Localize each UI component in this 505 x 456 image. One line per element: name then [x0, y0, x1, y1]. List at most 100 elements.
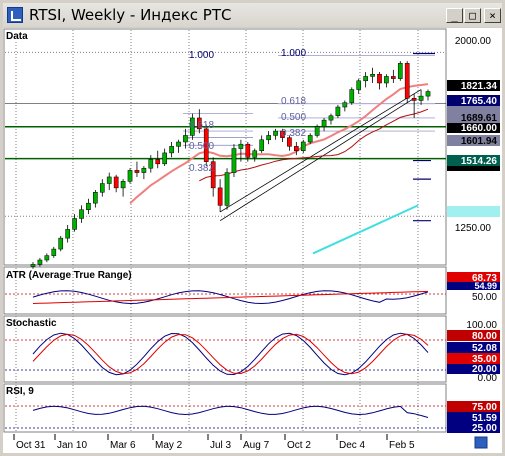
ma-cyan: [312, 204, 419, 255]
price-tick-1250: 1250.00: [455, 223, 492, 234]
minimize-button[interactable]: _: [446, 8, 463, 23]
candle-45: [342, 100, 348, 112]
candle-30: [238, 139, 244, 162]
candle-body-18: [155, 159, 161, 165]
badge-1514-text: 1514.26: [461, 156, 498, 167]
candle-body-0: [30, 264, 36, 267]
candle-31: [245, 141, 251, 162]
fib-left-618: 0.618: [189, 120, 214, 131]
candle-body-32: [252, 150, 258, 158]
candle-22: [183, 128, 188, 149]
candle-body-38: [294, 146, 299, 151]
candle-body-44: [335, 106, 341, 117]
candle-body-14: [127, 170, 133, 182]
rsi-pane-label: RSI, 9: [6, 386, 34, 397]
candle-body-6: [72, 218, 77, 230]
candle-14: [127, 168, 133, 184]
stoch-tick-100: 100.00: [466, 320, 497, 331]
candle-11: [106, 172, 112, 191]
maximize-button[interactable]: □: [464, 8, 481, 23]
x-label-5: Aug 7: [243, 440, 270, 451]
candle-body-26: [210, 161, 216, 189]
fib-right-500: 0.500: [281, 112, 306, 123]
chart-area[interactable]: Oct 31 Jan 10 Mar 6 May 2 Jul 3 Aug 7 Oct 2 Dec…: [3, 28, 502, 453]
candle-body-51: [384, 76, 389, 84]
candle-2: [44, 253, 50, 263]
rsi-line: [32, 405, 429, 418]
candle-10: [99, 179, 105, 197]
candles: [30, 61, 431, 269]
badge-1601: [447, 135, 500, 146]
candle-body-4: [58, 237, 64, 250]
candle-24: [196, 109, 202, 134]
candle-body-25: [203, 128, 209, 162]
candle-body-47: [356, 80, 362, 90]
candle-body-16: [141, 167, 147, 173]
x-label-7: Dec 4: [339, 440, 366, 451]
candle-body-33: [259, 139, 265, 151]
candle-23: [190, 113, 195, 140]
stoch-badge-52-text: 52.08: [472, 343, 497, 354]
rsi-badge-75-text: 75.00: [472, 402, 497, 413]
x-label-8: Feb 5: [389, 440, 415, 451]
candle-18: [155, 150, 161, 169]
stoch-badge-20-text: 20.00: [472, 364, 497, 375]
close-button[interactable]: ×: [484, 8, 501, 23]
candle-body-50: [377, 73, 382, 84]
candle-50: [377, 72, 382, 90]
time-axis: Oct 31 Jan 10 Mar 6 May 2 Jul 3 Aug 7 Oct 2 Dec…: [13, 434, 415, 451]
candle-32: [252, 148, 258, 162]
rsi-badge-51: [447, 412, 500, 423]
fib-right-100: 1.000: [281, 48, 306, 59]
ma-darkred: [199, 108, 429, 182]
candle-body-3: [51, 248, 57, 256]
candle-36: [280, 128, 285, 142]
candle-body-29: [231, 148, 237, 173]
trendline-upper: [219, 89, 422, 213]
price-pane[interactable]: [3, 28, 447, 266]
candle-body-56: [418, 95, 424, 101]
stoch-pane[interactable]: [3, 315, 447, 383]
atr-pane-label: ATR (Average True Range): [6, 270, 132, 281]
candle-body-31: [245, 143, 251, 158]
candle-21: [176, 139, 181, 153]
atr-badge-blue-text: 54.99: [474, 281, 497, 291]
price-tick-2000: 2000.00: [455, 36, 492, 47]
candle-body-42: [321, 119, 327, 127]
x-label-6: Oct 2: [287, 440, 311, 451]
candle-40: [307, 133, 313, 145]
candle-17: [148, 155, 154, 173]
x-label-1: Jan 10: [57, 440, 87, 451]
badge-1660: [447, 123, 500, 133]
stoch-d: [32, 333, 429, 375]
candle-46: [349, 87, 355, 105]
candle-5: [65, 225, 70, 243]
candle-body-43: [328, 115, 334, 121]
chart-settings-icon[interactable]: [474, 436, 488, 449]
candle-29: [231, 144, 237, 177]
rsi-pane[interactable]: [3, 383, 447, 433]
badge-hidden-1: [447, 106, 500, 112]
title-bar[interactable]: RTSI, Weekly - Индекс РТС _ □ ×: [3, 3, 502, 27]
data-label-bg: [5, 30, 31, 41]
atr-tick-50: 50.00: [472, 292, 497, 303]
candle-body-52: [391, 76, 396, 79]
candle-57: [425, 89, 431, 101]
candle-9: [93, 190, 98, 208]
candle-body-46: [349, 89, 355, 103]
candle-body-49: [370, 73, 375, 77]
atr-line-red: [32, 290, 429, 304]
candle-body-10: [99, 183, 105, 193]
stoch-badge-35-text: 35.00: [472, 354, 497, 365]
x-label-3: May 2: [155, 440, 183, 451]
atr-pane[interactable]: [3, 266, 447, 315]
badge-cyan-ma: [447, 206, 500, 217]
window-title: RTSI, Weekly - Индекс РТС: [29, 6, 232, 24]
atr-badge-red: [447, 272, 500, 283]
badge-last-price: [447, 80, 500, 91]
badge-1765: [447, 95, 500, 106]
candle-19: [162, 148, 167, 167]
candle-body-23: [190, 117, 195, 136]
chart-svg[interactable]: Oct 31 Jan 10 Mar 6 May 2 Jul 3 Aug 7 Oct 2 Dec…: [3, 28, 502, 453]
candle-body-22: [183, 135, 188, 143]
